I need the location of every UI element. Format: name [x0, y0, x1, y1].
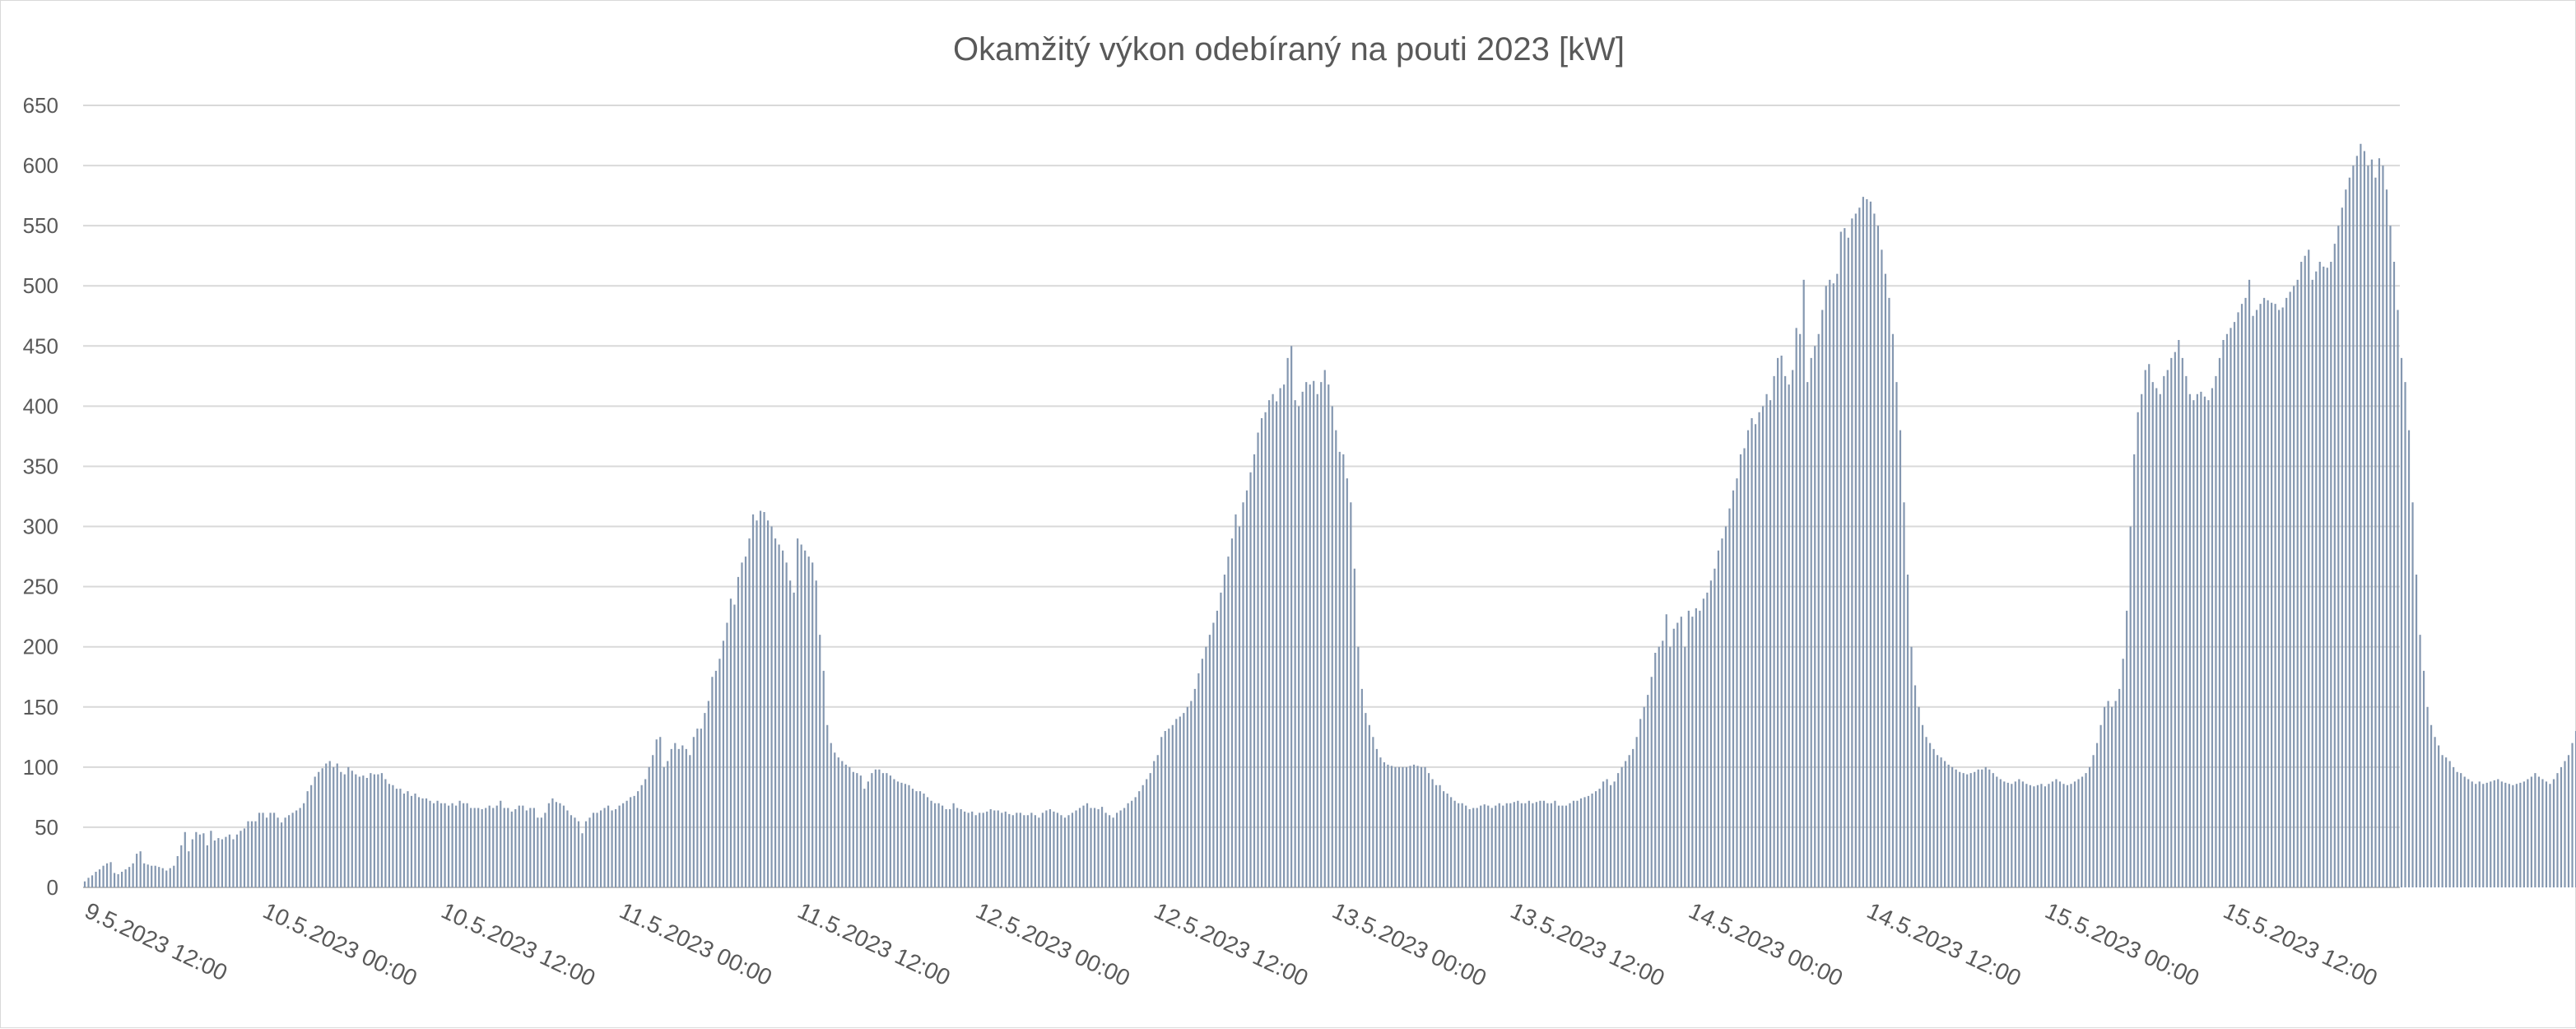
y-tick-label: 100	[23, 755, 58, 780]
y-tick-label: 0	[47, 875, 58, 900]
y-tick-label: 50	[35, 815, 58, 840]
x-tick-label: 14.5.2023 12:00	[1863, 897, 2025, 991]
x-tick-label: 10.5.2023 12:00	[438, 897, 600, 991]
y-tick-label: 450	[23, 333, 58, 358]
y-tick-label: 200	[23, 635, 58, 659]
x-tick-label: 13.5.2023 12:00	[1507, 897, 1669, 991]
x-tick-label: 15.5.2023 00:00	[2041, 897, 2203, 991]
x-tick-label: 9.5.2023 12:00	[81, 897, 230, 985]
y-tick-label: 300	[23, 514, 58, 539]
x-axis-tick-labels: 9.5.2023 12:00 10.5.2023 00:00 10.5.2023 1…	[81, 897, 2381, 991]
gridlines	[83, 105, 2400, 888]
x-tick-label: 15.5.2023 12:00	[2220, 897, 2382, 991]
x-tick-label: 12.5.2023 12:00	[1151, 897, 1313, 991]
x-tick-label: 12.5.2023 00:00	[972, 897, 1134, 991]
x-tick-label: 10.5.2023 00:00	[259, 897, 421, 991]
y-axis-tick-labels: 0 50 100 150 200 250 300 350 400 450 500 550 600 650	[23, 93, 58, 900]
x-tick-label: 11.5.2023 00:00	[616, 897, 776, 990]
y-tick-label: 350	[23, 454, 58, 478]
y-tick-label: 650	[23, 93, 58, 118]
y-tick-label: 550	[23, 213, 58, 238]
y-tick-label: 600	[23, 153, 58, 178]
chart-title: Okamžitý výkon odebíraný na pouti 2023 […	[953, 31, 1625, 68]
bar-series	[83, 143, 2576, 887]
x-tick-label: 11.5.2023 12:00	[794, 897, 955, 990]
y-tick-label: 250	[23, 575, 58, 599]
y-tick-label: 150	[23, 695, 58, 719]
x-tick-label: 13.5.2023 00:00	[1328, 897, 1490, 991]
y-tick-label: 400	[23, 393, 58, 418]
y-tick-label: 500	[23, 273, 58, 298]
x-tick-label: 14.5.2023 00:00	[1685, 897, 1847, 991]
